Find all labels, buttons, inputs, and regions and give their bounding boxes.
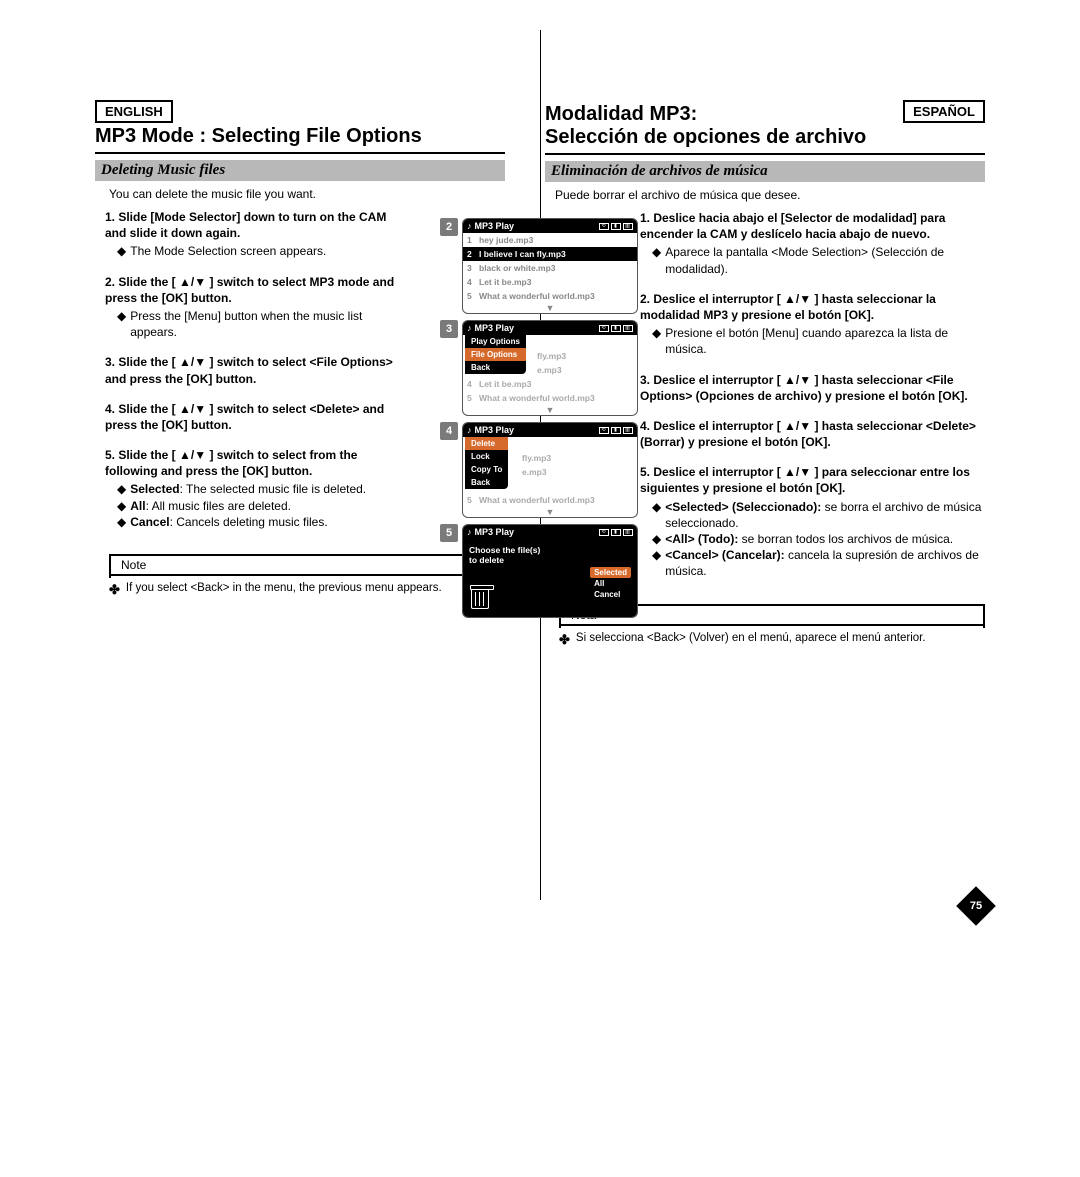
step-bubble-2: 2 xyxy=(440,218,458,236)
screen-5: 5 ♪MP3 Play ⟲▮▥ Choose the file(s) to de… xyxy=(440,524,640,618)
screen-4-header: ♪MP3 Play ⟲▮▥ xyxy=(463,423,637,437)
intro-es: Puede borrar el archivo de música que de… xyxy=(545,188,985,202)
step-5-sub-0: ◆Selected: The selected music file is de… xyxy=(117,481,410,497)
screen-4: 4 ♪MP3 Play ⟲▮▥ fly.mp3 e.mp3 5What a wo… xyxy=(440,422,640,518)
status-icons: ⟲▮▥ xyxy=(599,427,633,434)
delete-prompt: Choose the file(s) to delete xyxy=(469,545,631,565)
step-5-bold: 5. Slide the [ ▲/▼ ] switch to select fr… xyxy=(105,448,357,478)
music-note-icon: ♪ xyxy=(467,425,472,435)
step-bubble-5: 5 xyxy=(440,524,458,542)
step-5-sub-2: ◆Cancel: Cancels deleting music files. xyxy=(117,514,410,530)
subtitle-en: Deleting Music files xyxy=(95,160,505,181)
menu-item: Delete xyxy=(465,437,508,450)
screen-5-header: ♪MP3 Play ⟲▮▥ xyxy=(463,525,637,539)
step-5-sub-1: ◆All: All music files are deleted. xyxy=(117,498,410,514)
lang-badge-en: ENGLISH xyxy=(95,100,173,123)
menu-item: Copy To xyxy=(465,463,508,476)
playlist-row: 4Let it be.mp3 xyxy=(463,275,637,289)
scroll-down-icon: ▼ xyxy=(463,405,637,415)
playlist-row: 2I believe I can fly.mp3 xyxy=(463,247,637,261)
device-screenshots: 2 ♪MP3 Play ⟲▮▥ 1hey jude.mp32I believe … xyxy=(440,218,640,624)
menu-overlay-3: Play OptionsFile OptionsBack xyxy=(465,335,526,374)
step-4-es: 4. Deslice el interruptor [ ▲/▼ ] hasta … xyxy=(640,418,985,450)
scroll-down-icon: ▼ xyxy=(463,303,637,313)
page-number: 75 xyxy=(962,892,990,920)
step-3-en: 3. Slide the [ ▲/▼ ] switch to select <F… xyxy=(105,354,410,386)
playlist-row: 3black or white.mp3 xyxy=(463,261,637,275)
title-es: Modalidad MP3: Selección de opciones de … xyxy=(545,103,985,155)
steps-en: 1. Slide [Mode Selector] down to turn on… xyxy=(95,209,410,544)
note-text-es: ✤Si selecciona <Back> (Volver) en el men… xyxy=(545,632,985,648)
step-1-bold: 1. Slide [Mode Selector] down to turn on… xyxy=(105,210,386,240)
step-2-en: 2. Slide the [ ▲/▼ ] switch to select MP… xyxy=(105,274,410,341)
screen-3: 3 ♪MP3 Play ⟲▮▥ fly.mp3 e.mp3 4Let it be… xyxy=(440,320,640,416)
menu-item: File Options xyxy=(465,348,526,361)
step-2-sub: ◆Press the [Menu] button when the music … xyxy=(117,308,410,340)
delete-options: SelectedAllCancel xyxy=(590,567,631,600)
screen-3-header: ♪MP3 Play ⟲▮▥ xyxy=(463,321,637,335)
menu-overlay-4: DeleteLockCopy ToBack xyxy=(465,437,508,489)
scroll-down-icon: ▼ xyxy=(463,507,637,517)
delete-option: All xyxy=(590,578,631,589)
screen-2: 2 ♪MP3 Play ⟲▮▥ 1hey jude.mp32I believe … xyxy=(440,218,640,314)
step-4-en: 4. Slide the [ ▲/▼ ] switch to select <D… xyxy=(105,401,410,433)
step-1-sub: ◆The Mode Selection screen appears. xyxy=(117,243,410,259)
step-1-en: 1. Slide [Mode Selector] down to turn on… xyxy=(105,209,410,260)
step-3-es: 3. Deslice el interruptor [ ▲/▼ ] hasta … xyxy=(640,372,985,404)
step-4-bold: 4. Slide the [ ▲/▼ ] switch to select <D… xyxy=(105,402,384,432)
delete-option: Selected xyxy=(590,567,631,578)
bg-row: 5What a wonderful world.mp3 xyxy=(463,391,637,405)
music-note-icon: ♪ xyxy=(467,527,472,537)
menu-item: Back xyxy=(465,476,508,489)
status-icons: ⟲▮▥ xyxy=(599,223,633,230)
step-bubble-3: 3 xyxy=(440,320,458,338)
screen-2-header: ♪MP3 Play ⟲▮▥ xyxy=(463,219,637,233)
title-en: MP3 Mode : Selecting File Options xyxy=(95,125,505,154)
playlist-row: 5What a wonderful world.mp3 xyxy=(463,289,637,303)
menu-item: Lock xyxy=(465,450,508,463)
step-5-en: 5. Slide the [ ▲/▼ ] switch to select fr… xyxy=(105,447,410,530)
step-2-bold: 2. Slide the [ ▲/▼ ] switch to select MP… xyxy=(105,275,394,305)
step-2-es: 2. Deslice el interruptor [ ▲/▼ ] hasta … xyxy=(640,291,985,358)
trash-icon xyxy=(471,589,489,609)
step-5-es: 5. Deslice el interruptor [ ▲/▼ ] para s… xyxy=(640,464,985,579)
music-note-icon: ♪ xyxy=(467,221,472,231)
music-note-icon: ♪ xyxy=(467,323,472,333)
menu-item: Back xyxy=(465,361,526,374)
menu-item: Play Options xyxy=(465,335,526,348)
steps-es: 1. Deslice hacia abajo el [Selector de m… xyxy=(630,210,985,594)
subtitle-es: Eliminación de archivos de música xyxy=(545,161,985,182)
delete-option: Cancel xyxy=(590,589,631,600)
bg-row: 5What a wonderful world.mp3 xyxy=(463,493,637,507)
playlist-row: 1hey jude.mp3 xyxy=(463,233,637,247)
intro-en: You can delete the music file you want. xyxy=(95,187,505,201)
step-1-es: 1. Deslice hacia abajo el [Selector de m… xyxy=(640,210,985,277)
status-icons: ⟲▮▥ xyxy=(599,325,633,332)
step-bubble-4: 4 xyxy=(440,422,458,440)
step-3-bold: 3. Slide the [ ▲/▼ ] switch to select <F… xyxy=(105,355,393,385)
status-icons: ⟲▮▥ xyxy=(599,529,633,536)
bg-row: 4Let it be.mp3 xyxy=(463,377,637,391)
